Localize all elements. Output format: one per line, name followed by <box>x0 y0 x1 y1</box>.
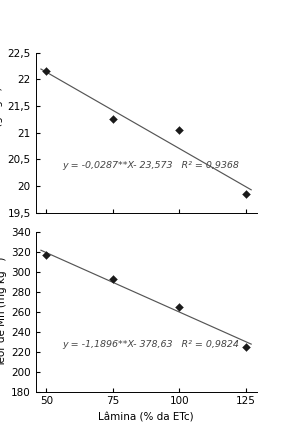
Point <box>111 116 115 123</box>
Point <box>177 303 182 310</box>
Y-axis label: Teor de Mn (mg kg⁻¹): Teor de Mn (mg kg⁻¹) <box>0 257 7 367</box>
Point <box>244 191 248 198</box>
X-axis label: Lâmina (% da ETc): Lâmina (% da ETc) <box>98 412 194 422</box>
Point <box>244 343 248 350</box>
Point <box>177 127 182 134</box>
Point <box>44 251 48 258</box>
Text: y = -0,0287**X- 23,573   R² = 0,9368: y = -0,0287**X- 23,573 R² = 0,9368 <box>62 161 239 170</box>
Y-axis label: Teor de N (g kg⁻¹): Teor de N (g kg⁻¹) <box>0 86 3 179</box>
Point <box>44 68 48 75</box>
Text: y = -1,1896**X- 378,63   R² = 0,9824: y = -1,1896**X- 378,63 R² = 0,9824 <box>62 340 239 349</box>
Point <box>111 275 115 282</box>
